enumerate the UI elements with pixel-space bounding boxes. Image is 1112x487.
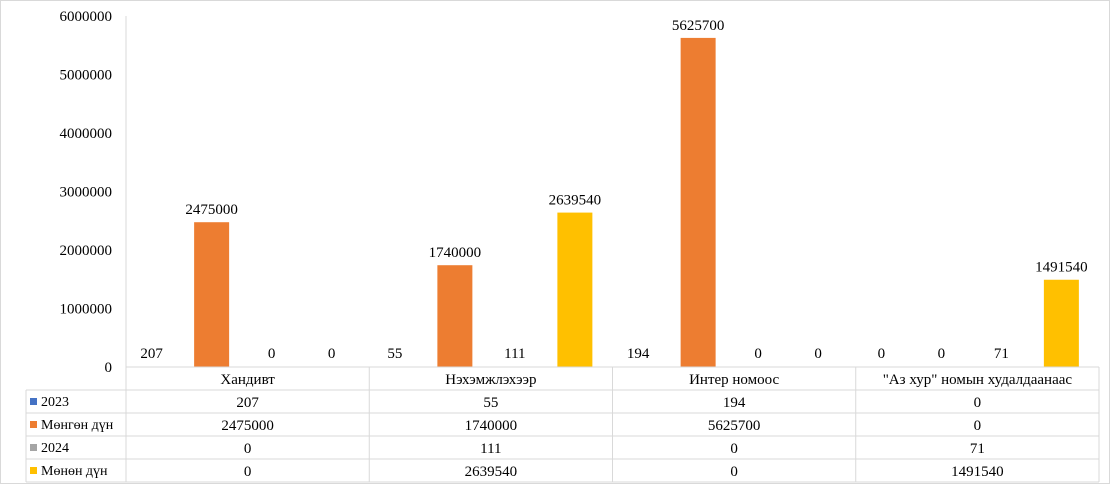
- table-cell: 207: [236, 395, 259, 411]
- legend-key-3: [30, 444, 37, 451]
- legend-key-1: [30, 398, 37, 405]
- data-label: 0: [268, 346, 276, 362]
- category-label: Нэхэмжлэхээр: [445, 372, 536, 388]
- table-cell: 194: [723, 395, 746, 411]
- y-tick-label: 1000000: [60, 302, 113, 318]
- category-label: Хандивт: [220, 372, 275, 388]
- y-tick-label: 4000000: [60, 126, 113, 142]
- legend-label: Мөнгөн дүн: [41, 418, 114, 433]
- bar-2-2: [437, 265, 473, 367]
- data-label: 0: [328, 346, 336, 362]
- y-tick-label: 0: [105, 360, 113, 376]
- table-cell: 0: [244, 441, 252, 457]
- data-label: 0: [878, 346, 886, 362]
- bar-2-1: [194, 222, 230, 367]
- data-label: 207: [140, 346, 163, 362]
- data-label: 55: [387, 346, 402, 362]
- data-label: 2639540: [549, 193, 602, 209]
- y-tick-label: 3000000: [60, 185, 113, 201]
- bar-4-4: [1043, 279, 1079, 367]
- bar-2-3: [680, 37, 716, 368]
- table-cell: 111: [480, 441, 501, 457]
- table-cell: 0: [730, 441, 738, 457]
- table-cell: 2639540: [465, 464, 518, 480]
- legend-label: Мөнөн дүн: [41, 464, 108, 479]
- legend-label: 2023: [41, 395, 69, 410]
- table-cell: 0: [974, 395, 982, 411]
- data-label: 0: [938, 346, 946, 362]
- table-cell: 0: [244, 464, 252, 480]
- table-cell: 5625700: [708, 418, 761, 434]
- table-cell: 0: [730, 464, 738, 480]
- table-cell: 0: [974, 418, 982, 434]
- data-label: 0: [754, 346, 762, 362]
- legend-key-4: [30, 467, 37, 474]
- bar-4-2: [557, 212, 593, 367]
- y-tick-label: 6000000: [60, 9, 113, 25]
- y-tick-label: 2000000: [60, 243, 113, 259]
- table-cell: 1740000: [465, 418, 518, 434]
- y-tick-label: 5000000: [60, 68, 113, 84]
- data-label: 71: [994, 346, 1009, 362]
- category-label: Интер номоос: [689, 372, 779, 388]
- data-label: 194: [627, 346, 650, 362]
- legend-key-2: [30, 421, 37, 428]
- data-label: 1740000: [429, 245, 482, 261]
- data-label: 1491540: [1035, 260, 1088, 276]
- data-label: 5625700: [672, 18, 725, 34]
- table-cell: 55: [483, 395, 498, 411]
- category-label: "Аз хур" номын худалдаанаас: [883, 372, 1073, 388]
- table-cell: 71: [970, 441, 985, 457]
- table-cell: 2475000: [221, 418, 274, 434]
- data-label: 2475000: [185, 202, 238, 218]
- data-label: 111: [504, 346, 525, 362]
- table-cell: 1491540: [951, 464, 1004, 480]
- data-label: 0: [814, 346, 822, 362]
- legend-label: 2024: [41, 441, 69, 456]
